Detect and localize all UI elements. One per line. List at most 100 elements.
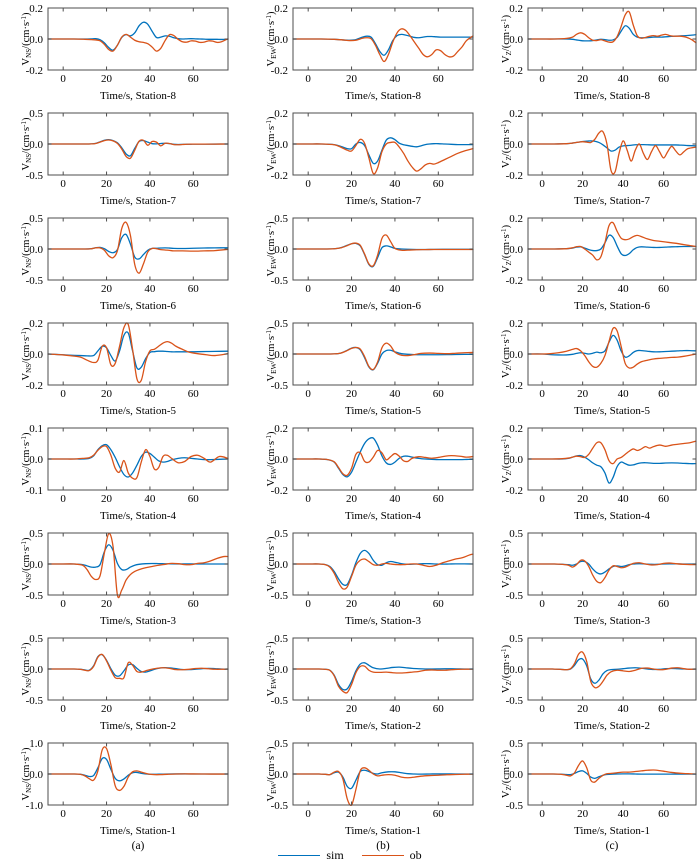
x-tick-label: 20: [577, 73, 589, 85]
curve-sim: [292, 769, 474, 790]
x-axis-label: Time/s, Station-7: [574, 195, 650, 207]
axis-box: [47, 427, 229, 491]
x-axis-label: Time/s, Station-2: [345, 720, 421, 732]
x-tick-label: 0: [60, 178, 66, 190]
x-tick-label: 20: [577, 283, 589, 295]
curve-sim: [47, 233, 229, 260]
axis-box: [292, 637, 474, 701]
x-tick-label: 60: [188, 283, 200, 295]
curve-sim: [527, 454, 697, 484]
y-axis-label: VZ/(cm·s-1): [500, 329, 513, 379]
x-tick-label: 40: [389, 178, 401, 190]
y-axis-label: VNS/(cm·s-1): [20, 432, 33, 486]
x-tick-label: 0: [539, 388, 545, 400]
y-axis-label: VNS/(cm·s-1): [20, 117, 33, 171]
x-tick-label: 40: [618, 493, 630, 505]
x-tick-label: 40: [618, 598, 630, 610]
x-tick-label: 20: [346, 283, 358, 295]
figure-legend: sim ob: [0, 843, 700, 867]
x-tick-label: 40: [618, 808, 630, 820]
x-tick-label: 60: [658, 283, 670, 295]
curve-ob: [527, 440, 697, 465]
x-tick-label: 0: [305, 703, 311, 715]
x-tick-label: 40: [144, 178, 156, 190]
x-tick-label: 20: [101, 493, 113, 505]
x-tick-label: 40: [144, 493, 156, 505]
legend-label-ob: ob: [409, 847, 422, 862]
x-axis-label: Time/s, Station-8: [345, 90, 421, 102]
x-tick-label: 20: [346, 493, 358, 505]
curve-ob: [527, 760, 697, 783]
curve-sim: [292, 242, 474, 268]
curve-sim: [47, 139, 229, 157]
x-tick-label: 0: [60, 703, 66, 715]
x-axis-label: Time/s, Station-1: [574, 825, 650, 837]
curve-ob: [527, 10, 697, 44]
y-axis-label: VEW/(cm·s-1): [265, 641, 278, 697]
axis-box: [47, 217, 229, 281]
curve-ob: [47, 532, 229, 599]
x-tick-label: 60: [188, 73, 200, 85]
x-tick-label: 60: [188, 178, 200, 190]
curve-ob: [47, 33, 229, 52]
axis-box: [292, 322, 474, 386]
x-tick-label: 60: [658, 598, 670, 610]
x-tick-label: 0: [539, 598, 545, 610]
x-axis-label: Time/s, Station-5: [100, 405, 176, 417]
x-tick-label: 40: [618, 388, 630, 400]
x-axis-label: Time/s, Station-3: [100, 615, 176, 627]
x-axis-label: Time/s, Station-5: [574, 405, 650, 417]
curve-sim: [292, 33, 474, 56]
curve-sim: [527, 234, 697, 257]
x-axis-label: Time/s, Station-4: [100, 510, 176, 522]
legend-label-sim: sim: [326, 847, 344, 862]
x-tick-label: 0: [60, 388, 66, 400]
x-axis-label: Time/s, Station-2: [574, 720, 650, 732]
x-axis-label: Time/s, Station-7: [345, 195, 421, 207]
x-axis-label: Time/s, Station-5: [345, 405, 421, 417]
y-axis-label: VEW/(cm·s-1): [265, 746, 278, 802]
y-axis-label: VEW/(cm·s-1): [265, 11, 278, 67]
legend-swatch-sim: [278, 854, 321, 856]
x-tick-label: 60: [658, 493, 670, 505]
x-axis-label: Time/s, Station-4: [345, 510, 421, 522]
y-axis-label: VZ/(cm·s-1): [500, 644, 513, 694]
x-tick-label: 20: [577, 598, 589, 610]
x-tick-label: 0: [305, 73, 311, 85]
x-tick-label: 60: [658, 73, 670, 85]
curve-ob: [47, 139, 229, 160]
curve-sim: [47, 443, 229, 478]
x-tick-label: 20: [577, 703, 589, 715]
x-axis-label: Time/s, Station-3: [345, 615, 421, 627]
y-axis-label: VEW/(cm·s-1): [265, 116, 278, 172]
curve-ob: [527, 221, 697, 261]
x-tick-label: 0: [539, 73, 545, 85]
y-axis-label: VNS/(cm·s-1): [20, 12, 33, 66]
curve-ob: [527, 559, 697, 584]
curve-ob: [527, 651, 697, 689]
x-tick-label: 40: [618, 73, 630, 85]
legend-item-ob: ob: [361, 847, 422, 863]
x-tick-label: 0: [539, 283, 545, 295]
axis-box: [527, 637, 697, 701]
curve-sim: [527, 25, 697, 42]
x-tick-label: 20: [346, 598, 358, 610]
axis-box: [527, 112, 697, 176]
x-tick-label: 0: [305, 598, 311, 610]
axis-box: [292, 217, 474, 281]
x-tick-label: 40: [144, 283, 156, 295]
x-tick-label: 20: [346, 178, 358, 190]
x-tick-label: 20: [101, 598, 113, 610]
x-axis-label: Time/s, Station-2: [100, 720, 176, 732]
x-tick-label: 20: [101, 73, 113, 85]
x-tick-label: 20: [101, 703, 113, 715]
x-tick-label: 0: [539, 178, 545, 190]
x-tick-label: 20: [346, 73, 358, 85]
x-tick-label: 0: [305, 808, 311, 820]
x-tick-label: 60: [658, 808, 670, 820]
curve-ob: [292, 767, 474, 807]
x-axis-label: Time/s, Station-1: [345, 825, 421, 837]
y-axis-label: VNS/(cm·s-1): [20, 642, 33, 696]
x-axis-label: Time/s, Station-4: [574, 510, 650, 522]
